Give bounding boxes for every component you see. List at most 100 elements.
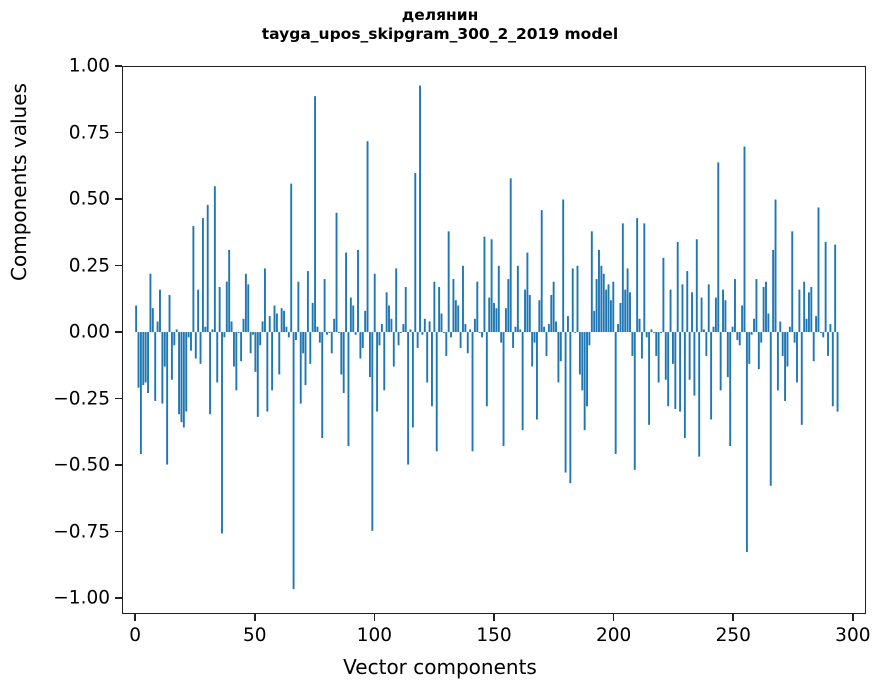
bar [242, 318, 245, 333]
bar [545, 332, 548, 356]
bar [707, 284, 710, 333]
bar [304, 332, 307, 386]
y-tick-label: 0.75 [68, 122, 110, 143]
bar [411, 332, 414, 428]
bar [357, 249, 359, 333]
bar [598, 249, 600, 333]
bar [462, 265, 464, 333]
x-tick-label: 250 [715, 625, 751, 646]
bar [161, 332, 164, 404]
bar [197, 289, 200, 333]
bar [640, 332, 643, 359]
bar [714, 297, 717, 333]
bar [135, 305, 138, 333]
bar [240, 332, 243, 362]
bar [235, 332, 238, 391]
bar [333, 318, 336, 333]
bar [743, 146, 746, 333]
bar [349, 297, 352, 333]
bar [543, 326, 546, 333]
bar [194, 332, 197, 359]
bar [306, 271, 309, 333]
y-tick-label: −0.75 [53, 521, 110, 543]
y-tick-mark [115, 530, 122, 533]
bar [247, 284, 250, 333]
bar [674, 332, 677, 409]
bar [562, 199, 565, 333]
bar [435, 332, 438, 452]
bar [450, 332, 453, 338]
bar [459, 332, 462, 348]
bar-series-canvas [135, 85, 839, 590]
bar [175, 329, 178, 333]
bar [504, 308, 507, 333]
bar [741, 305, 744, 333]
bar [426, 332, 429, 383]
bar [142, 332, 145, 386]
bar [493, 302, 495, 333]
bar [791, 231, 794, 333]
bar [669, 289, 672, 333]
bar [834, 244, 837, 333]
bar [213, 186, 216, 333]
bar [612, 281, 615, 333]
bar [619, 302, 622, 333]
bar [211, 329, 214, 333]
bar [447, 231, 450, 333]
bar [734, 279, 736, 333]
bar [631, 332, 634, 356]
bar [223, 332, 226, 338]
bar [671, 332, 674, 364]
y-tick-mark [115, 397, 122, 400]
bar [605, 289, 608, 333]
bar [514, 326, 517, 333]
x-tick-label: 100 [356, 625, 393, 646]
bar [645, 332, 648, 338]
bar [316, 326, 319, 333]
bar [805, 318, 808, 333]
bar [366, 141, 369, 333]
bar [204, 326, 207, 333]
bar [564, 332, 567, 473]
bar [156, 321, 159, 333]
bar [588, 332, 591, 346]
bar [433, 281, 436, 333]
bar [452, 279, 455, 333]
x-axis-label: Vector components [343, 655, 537, 679]
bar [512, 332, 515, 348]
bar [693, 332, 696, 396]
y-tick-label: 1.00 [68, 55, 110, 77]
bar [745, 332, 748, 553]
bar [686, 271, 689, 333]
bar [509, 178, 512, 333]
bar [297, 281, 300, 333]
bar [600, 265, 603, 333]
bar [807, 292, 810, 333]
bar [428, 321, 431, 333]
bar [788, 326, 791, 333]
bar [629, 292, 631, 333]
bar [137, 332, 140, 388]
y-tick-mark [115, 198, 122, 200]
x-tick-mark [612, 614, 615, 621]
bar [827, 332, 829, 356]
bar [342, 332, 345, 394]
bar [538, 300, 541, 333]
bar [557, 332, 560, 383]
bar [397, 332, 400, 346]
bar [261, 321, 264, 333]
bar [535, 332, 538, 420]
bar [485, 332, 488, 407]
bar [314, 96, 317, 333]
bar [244, 273, 247, 333]
bar [326, 332, 328, 335]
bar [144, 332, 147, 383]
bar [567, 316, 569, 333]
bar [345, 252, 348, 333]
y-tick-mark [115, 264, 122, 267]
bar [652, 332, 655, 333]
bar [660, 332, 662, 333]
bar [407, 332, 410, 465]
bar [275, 313, 278, 333]
bar [438, 286, 441, 333]
